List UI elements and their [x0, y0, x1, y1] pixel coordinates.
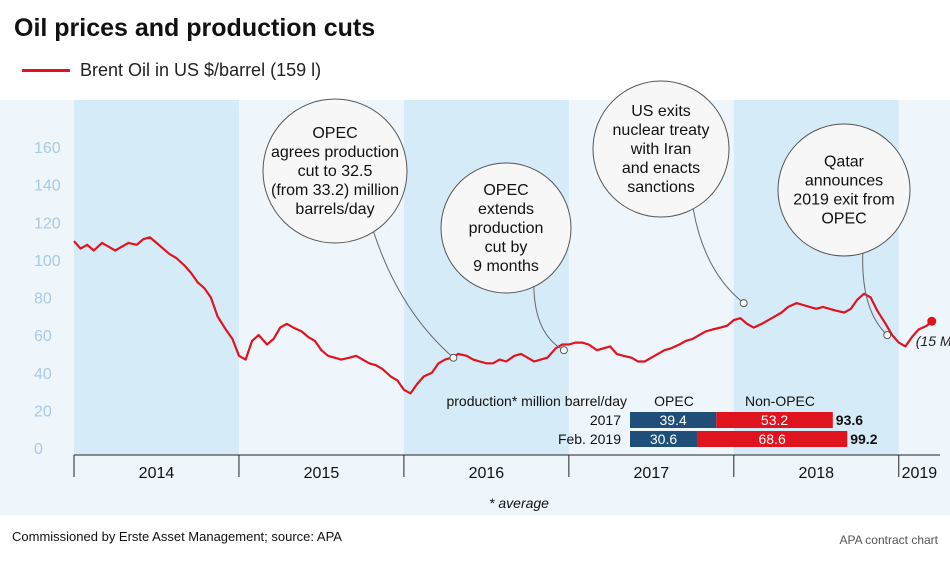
last-value-marker — [927, 316, 937, 326]
annotation-point — [449, 353, 458, 362]
nonopec-bar — [716, 412, 833, 428]
annotation-text: barrels/day — [295, 201, 374, 218]
opec-value-label: 39.4 — [660, 412, 687, 428]
source-note: Commissioned by Erste Asset Management; … — [12, 529, 342, 544]
y-tick-label: 40 — [34, 366, 52, 383]
y-tick-label: 0 — [34, 441, 43, 458]
annotation-text: OPEC — [821, 211, 866, 228]
annotation-bubble — [440, 162, 572, 294]
legend-line-swatch — [22, 69, 70, 72]
annotation-text: agrees production — [271, 144, 399, 161]
annotation-text: US exits — [631, 103, 691, 120]
y-tick-label: 60 — [34, 328, 52, 345]
annotation-text: (from 33.2) million — [271, 182, 399, 199]
annotation-text: extends — [478, 201, 534, 218]
annotation-text: Qatar — [824, 154, 865, 171]
nonopec-value-label: 53.2 — [761, 412, 788, 428]
y-tick-label: 80 — [34, 291, 52, 308]
y-tick-label: 120 — [34, 215, 61, 232]
annotation-point — [559, 346, 568, 355]
annotation-text: cut to 32.5 — [298, 163, 373, 180]
y-tick-label: 160 — [34, 140, 61, 157]
x-tick-label: 2016 — [469, 465, 505, 482]
opec-bar — [630, 431, 698, 447]
y-tick-label: 100 — [34, 253, 61, 270]
production-total-label: 93.6 — [836, 412, 863, 428]
annotation-text: OPEC — [312, 125, 357, 142]
annotation-text: sanctions — [627, 179, 695, 196]
footnote: * average — [489, 495, 549, 511]
x-tick-label: 2015 — [304, 465, 340, 482]
credit-note: APA contract chart — [839, 533, 939, 547]
brent-price-line — [73, 236, 933, 395]
opec-bar — [630, 412, 717, 428]
chart-title: Oil prices and production cuts — [14, 14, 376, 42]
production-row-label: Feb. 2019 — [558, 431, 621, 447]
x-tick-label: 2017 — [634, 465, 670, 482]
production-row-label: 2017 — [590, 412, 621, 428]
annotation-text: and enacts — [622, 160, 700, 177]
y-tick-label: 140 — [34, 178, 61, 195]
x-tick-label: 2018 — [798, 465, 834, 482]
y-tick-label: 20 — [34, 403, 52, 420]
annotation-point — [739, 299, 748, 308]
annotation-text: announces — [805, 173, 883, 190]
production-header-label: production* million barrel/day — [446, 393, 627, 409]
annotation-point — [883, 331, 892, 340]
production-col-nonopec: Non-OPEC — [745, 393, 815, 409]
annotation-bubble — [777, 123, 911, 257]
annotation-leader — [862, 253, 888, 336]
legend-label: Brent Oil in US $/barrel (159 l) — [80, 60, 322, 80]
x-tick-label: 2019 — [902, 465, 938, 482]
axis-background — [0, 455, 950, 515]
production-col-opec: OPEC — [654, 393, 694, 409]
annotation-text: nuclear treaty — [613, 122, 710, 139]
last-date-label: (15 March 2019) — [916, 333, 950, 349]
annotation-text: cut by — [485, 239, 528, 256]
annotation-leader — [692, 208, 745, 304]
nonopec-value-label: 68.6 — [759, 431, 786, 447]
opec-value-label: 30.6 — [650, 431, 677, 447]
annotation-bubble — [262, 98, 408, 244]
annotation-text: with Iran — [630, 141, 691, 158]
annotation-leader — [373, 231, 454, 359]
annotation-text: OPEC — [483, 182, 528, 199]
annotation-text: production — [469, 220, 544, 237]
x-tick-label: 2014 — [139, 465, 175, 482]
annotation-bubble — [592, 80, 730, 218]
year-band — [74, 100, 239, 455]
production-total-label: 99.2 — [850, 431, 877, 447]
annotation-leader — [533, 286, 565, 351]
annotation-text: 2019 exit from — [793, 192, 894, 209]
nonopec-bar — [697, 431, 848, 447]
annotation-text: 9 months — [473, 258, 539, 275]
